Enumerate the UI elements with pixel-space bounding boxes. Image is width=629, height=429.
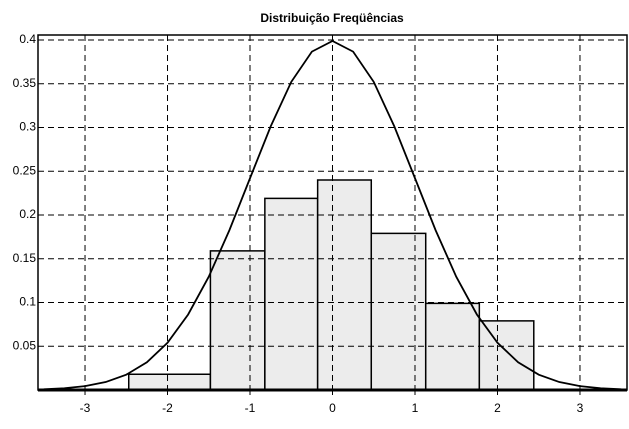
y-tick-label: 0.4: [19, 32, 36, 46]
histogram-bar: [316, 179, 373, 391]
x-tick-label: 0: [329, 401, 336, 415]
y-tick-label: 0.3: [19, 120, 36, 134]
x-tick-label: 1: [412, 401, 419, 415]
y-tick-label: 0.2: [19, 207, 36, 221]
y-tick-label: 0.05: [13, 338, 37, 352]
histogram-bar: [127, 373, 212, 391]
histogram-bar: [370, 232, 427, 391]
chart-title: Distribuição Freqüências: [260, 11, 404, 25]
histogram-bar: [264, 197, 319, 391]
y-tick-label: 0.35: [13, 76, 37, 90]
x-tick-label: 3: [577, 401, 584, 415]
y-tick-label: 0.25: [13, 163, 37, 177]
y-tick-label: 0.15: [13, 251, 37, 265]
x-tick-label: -3: [80, 401, 91, 415]
histogram-bar: [209, 250, 266, 391]
histogram-bar: [478, 320, 535, 391]
x-tick-label: -1: [245, 401, 256, 415]
x-tick-label: -2: [162, 401, 173, 415]
x-tick-label: 2: [494, 401, 501, 415]
y-tick-label: 0.1: [19, 295, 36, 309]
